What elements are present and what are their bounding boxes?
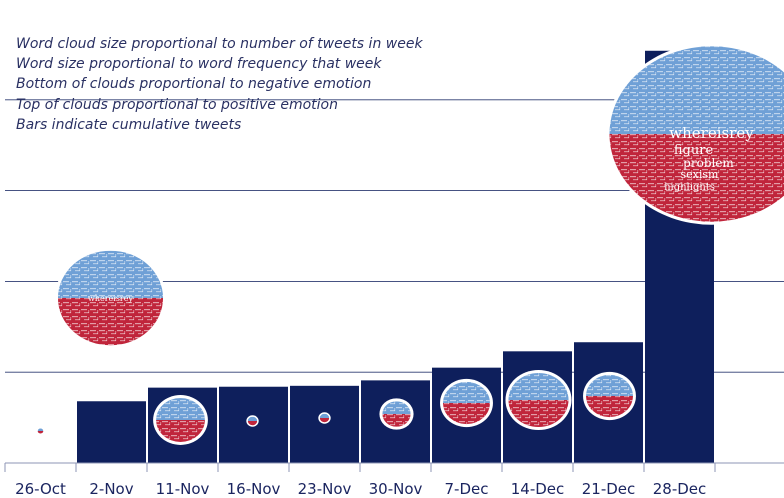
cloud-positive-half <box>37 428 44 432</box>
x-tick-label-14-Dec: 14-Dec <box>511 480 565 498</box>
cloud-featured-word: whereisrey <box>669 124 754 142</box>
annotation-positive-emotion: Top of clouds proportional to positive e… <box>16 96 338 113</box>
x-tick-label-30-Nov: 30-Nov <box>369 480 423 498</box>
cloud-word: figure <box>674 143 714 158</box>
cloud-positive-half <box>247 416 258 422</box>
x-tick-label-21-Dec: 21-Dec <box>582 480 636 498</box>
word-cloud-23-Nov <box>318 412 331 424</box>
cloud-word: highlights <box>664 182 715 193</box>
annotation-list: Word cloud size proportional to number o… <box>16 34 423 135</box>
x-tick-label-26-Oct: 26-Oct <box>15 480 66 498</box>
x-tick-label-16-Nov: 16-Nov <box>227 480 281 498</box>
x-tick-label-7-Dec: 7-Dec <box>445 480 489 498</box>
x-tick-label-11-Nov: 11-Nov <box>156 480 210 498</box>
cloud-word-texture <box>382 401 411 427</box>
cloud-word-texture <box>443 381 490 425</box>
cloud-word-texture <box>156 398 205 442</box>
word-cloud-16-Nov <box>246 415 259 427</box>
cloud-negative-half <box>319 418 330 423</box>
x-tick-label-23-Nov: 23-Nov <box>298 480 352 498</box>
cloud-negative-half <box>247 421 258 426</box>
annotation-bars: Bars indicate cumulative tweets <box>16 116 242 133</box>
cloud-negative-half <box>37 431 44 434</box>
cloud-word-texture <box>586 374 633 418</box>
annotation-cloud-size: Word cloud size proportional to number o… <box>16 36 423 52</box>
word-cloud-2-Nov: whereisrey <box>54 247 167 349</box>
cloud-word-texture <box>57 250 164 346</box>
cloud-word: sexism <box>681 168 720 181</box>
bar-23-Nov <box>290 385 359 463</box>
word-cloud-21-Dec <box>583 371 636 421</box>
word-cloud-11-Nov <box>153 395 208 445</box>
x-axis: 26-Oct 2-Nov 11-Nov 16-Nov 23-Nov 30-Nov 7-Dec… <box>4 462 784 498</box>
cloud-positive-half <box>319 413 330 419</box>
bar-2-Nov <box>77 401 146 463</box>
word-cloud-14-Dec <box>505 369 572 431</box>
word-cloud-7-Dec <box>440 378 493 428</box>
cloud-featured-word: whereisrey <box>88 294 134 303</box>
word-cloud-30-Nov <box>379 398 414 430</box>
word-cloud-26-Oct <box>36 426 45 436</box>
annotation-negative-emotion: Bottom of clouds proportional to negativ… <box>16 76 372 93</box>
cloud-word: problem <box>683 156 734 170</box>
annotation-word-size: Word size proportional to word frequency… <box>16 56 382 73</box>
cloud-word-texture <box>609 46 784 222</box>
cloud-word-texture <box>508 372 569 428</box>
x-tick-label-2-Nov: 2-Nov <box>89 480 133 498</box>
x-tick-label-28-Dec: 28-Dec <box>653 480 707 498</box>
